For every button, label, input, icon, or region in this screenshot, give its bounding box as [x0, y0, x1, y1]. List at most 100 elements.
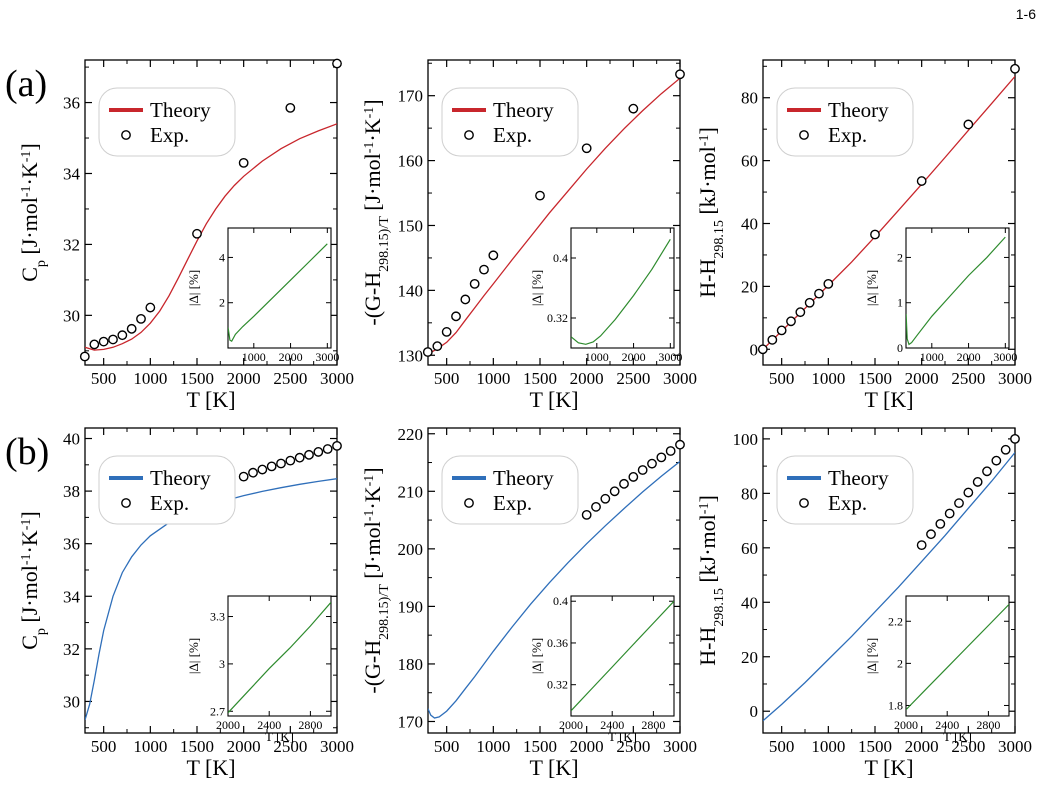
- theory-line: [85, 478, 337, 721]
- exp-point: [126, 323, 137, 334]
- inset-error-line: [906, 236, 1006, 346]
- inset-b-g: 2000 2400 2800 0.32 0.36 0.4 |Δ| [%] T [K]: [529, 594, 675, 744]
- exp-point: [136, 313, 146, 324]
- x-tick-label: 2500: [951, 369, 985, 388]
- x-tick-label: 2500: [273, 737, 307, 756]
- x-tick-label: 1000: [476, 369, 510, 388]
- exp-point: [422, 347, 433, 357]
- x-axis-label: T [K]: [864, 387, 913, 412]
- exp-point: [628, 103, 639, 114]
- exp-point: [451, 311, 461, 322]
- inset-x-label: T [K]: [265, 729, 294, 744]
- x-tick-label: 2000: [570, 369, 604, 388]
- inset-frame: [227, 227, 332, 349]
- x-axis-label: T [K]: [186, 387, 235, 412]
- exp-point: [954, 498, 964, 509]
- x-tick-label: 2000: [227, 737, 261, 756]
- exp-point: [991, 455, 1002, 466]
- inset-y-label: |Δ| [%]: [186, 638, 201, 674]
- x-axis-label: T [K]: [529, 755, 578, 780]
- legend-exp-label: Exp.: [150, 491, 189, 515]
- exp-point: [257, 464, 268, 475]
- y-tick-label: 100: [733, 430, 759, 449]
- chart-a-cp: 500 1000 1500 2000 2500 3000 30 32 34 36 T [K] Cp […: [17, 58, 354, 412]
- exp-point: [665, 446, 676, 456]
- y-tick-label: 140: [398, 281, 424, 300]
- y-tick-label: 32: [63, 235, 80, 254]
- exp-point: [786, 316, 796, 327]
- inset-a-cp: 1000 2000 3000 2 4 |Δ| [%]: [186, 227, 339, 364]
- y-tick-label: 20: [741, 648, 758, 667]
- inset-x-tick-label: 2800: [641, 718, 665, 732]
- inset-y-tick-label: 0.36: [547, 636, 568, 650]
- series-group: [763, 452, 1015, 722]
- y-tick-label: 150: [398, 216, 424, 235]
- series-group: [85, 123, 337, 351]
- inset-y-label: |Δ| [%]: [529, 638, 544, 674]
- inset-y-label: |Δ| [%]: [529, 270, 544, 306]
- plot-frame: [762, 427, 1016, 734]
- inset-x-label: T [K]: [608, 729, 637, 744]
- theory-line: [85, 123, 337, 351]
- x-tick-label: 500: [769, 737, 795, 756]
- legend-exp-marker: [799, 130, 809, 140]
- legend-theory-label: Theory: [493, 98, 554, 122]
- inset-x-tick-label: 2000: [622, 350, 646, 364]
- exp-point: [469, 278, 480, 289]
- x-tick-label: 500: [91, 369, 117, 388]
- exp-point: [628, 472, 639, 482]
- y-tick-label: 30: [63, 306, 80, 325]
- inset-x-tick-label: 2400: [600, 718, 624, 732]
- y-tick-label: 170: [398, 87, 424, 106]
- x-tick-label: 2500: [951, 737, 985, 756]
- x-axis-label: T [K]: [864, 755, 913, 780]
- inset-x-tick-label: 2000: [957, 350, 981, 364]
- inset-x-tick-label: 2000: [216, 718, 240, 732]
- inset-y-label: |Δ| [%]: [864, 270, 879, 306]
- legend-exp-label: Exp.: [150, 123, 189, 147]
- x-tick-label: 2000: [227, 369, 261, 388]
- series-group: [428, 77, 680, 355]
- legend-exp-marker: [121, 498, 131, 508]
- legend-exp-label: Exp.: [828, 491, 867, 515]
- exp-point: [1010, 63, 1020, 74]
- inset-x-tick-label: 2800: [298, 718, 322, 732]
- exp-point: [647, 458, 657, 469]
- inset-error-line: [228, 601, 331, 714]
- legend-box: [98, 87, 236, 157]
- inset-y-tick-label: 2: [897, 656, 903, 670]
- y-axis-label: -(G-H298.15)/T [J·mol-1·K-1]: [360, 467, 392, 693]
- exp-point: [266, 461, 277, 472]
- inset-y-tick-label: 0.32: [547, 678, 568, 692]
- exp-point: [304, 449, 314, 460]
- legend-box: [441, 87, 579, 157]
- y-tick-label: 32: [63, 640, 80, 659]
- exp-point: [916, 540, 927, 550]
- exp-point: [963, 119, 974, 130]
- y-tick-label: 80: [741, 89, 758, 108]
- inset-x-tick-label: 2000: [894, 718, 918, 732]
- inset-x-tick-label: 1000: [920, 350, 944, 364]
- inset-x-tick-label: 3000: [993, 350, 1017, 364]
- x-tick-label: 1500: [180, 737, 214, 756]
- exp-point: [441, 327, 452, 337]
- inset-x-tick-label: 2400: [935, 718, 959, 732]
- x-tick-label: 500: [434, 737, 460, 756]
- y-tick-label: 200: [398, 540, 424, 559]
- exp-point: [767, 334, 778, 345]
- inset-error-line: [228, 243, 328, 343]
- plot-frame: [427, 59, 681, 366]
- exp-point: [757, 344, 768, 355]
- y-axis-label: Cp [J·mol-1·K-1]: [17, 143, 49, 282]
- plot-frame: [427, 427, 681, 734]
- exp-point: [294, 452, 305, 463]
- exp-point: [972, 477, 983, 487]
- inset-y-tick-label: 3: [219, 657, 225, 671]
- page-number: 1-6: [1015, 6, 1036, 22]
- inset-x-tick-label: 2400: [257, 718, 281, 732]
- exp-point: [795, 307, 806, 318]
- inset-x-tick-label: 1000: [242, 350, 266, 364]
- exp-point: [926, 529, 936, 540]
- exp-point: [870, 229, 880, 240]
